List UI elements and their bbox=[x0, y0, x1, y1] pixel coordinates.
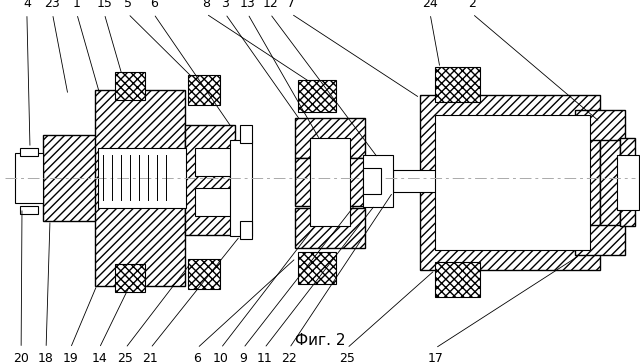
Bar bbox=[310, 138, 350, 226]
Bar bbox=[240, 221, 252, 239]
Bar bbox=[188, 75, 220, 105]
Bar bbox=[95, 90, 185, 286]
Text: 20: 20 bbox=[13, 352, 29, 362]
Text: 3: 3 bbox=[221, 0, 229, 10]
Text: 5: 5 bbox=[124, 0, 132, 10]
Bar bbox=[295, 208, 365, 248]
Bar bbox=[15, 153, 43, 203]
Text: 12: 12 bbox=[262, 0, 278, 10]
Bar bbox=[230, 140, 252, 236]
Text: 10: 10 bbox=[213, 352, 228, 362]
Text: 6: 6 bbox=[150, 0, 157, 10]
Text: 1: 1 bbox=[73, 0, 81, 10]
Bar bbox=[435, 67, 480, 102]
Bar bbox=[188, 259, 220, 289]
Bar bbox=[363, 155, 393, 207]
Bar bbox=[620, 138, 635, 226]
Text: 18: 18 bbox=[38, 352, 54, 362]
Bar bbox=[420, 95, 600, 270]
Text: 21: 21 bbox=[143, 352, 158, 362]
Text: 6: 6 bbox=[193, 352, 201, 362]
Bar bbox=[435, 262, 480, 297]
Text: 25: 25 bbox=[339, 352, 355, 362]
Text: 2: 2 bbox=[468, 0, 476, 10]
Text: 9: 9 bbox=[239, 352, 247, 362]
Text: 14: 14 bbox=[92, 352, 107, 362]
Text: 4: 4 bbox=[23, 0, 31, 10]
Bar bbox=[43, 135, 98, 221]
Bar bbox=[617, 155, 639, 210]
Bar bbox=[240, 125, 252, 143]
Bar bbox=[98, 148, 186, 208]
Text: 22: 22 bbox=[282, 352, 297, 362]
Bar bbox=[295, 158, 365, 206]
Bar bbox=[298, 252, 336, 284]
Bar bbox=[363, 168, 381, 194]
Text: 7: 7 bbox=[287, 0, 295, 10]
Text: 13: 13 bbox=[240, 0, 255, 10]
Text: Фиг. 2: Фиг. 2 bbox=[295, 333, 345, 348]
Text: 25: 25 bbox=[118, 352, 133, 362]
Bar bbox=[295, 118, 365, 158]
Text: 17: 17 bbox=[428, 352, 443, 362]
Bar bbox=[393, 170, 523, 192]
Bar bbox=[195, 148, 233, 176]
Bar bbox=[298, 80, 336, 112]
Text: 15: 15 bbox=[97, 0, 112, 10]
Text: 23: 23 bbox=[45, 0, 60, 10]
Bar bbox=[575, 110, 625, 140]
Bar bbox=[185, 125, 235, 235]
Text: 19: 19 bbox=[63, 352, 78, 362]
Bar bbox=[600, 120, 620, 245]
Bar bbox=[115, 264, 145, 292]
Bar bbox=[575, 225, 625, 255]
Text: 11: 11 bbox=[257, 352, 272, 362]
Text: 24: 24 bbox=[422, 0, 438, 10]
Bar bbox=[195, 188, 233, 216]
Bar bbox=[20, 148, 38, 156]
Bar bbox=[20, 206, 38, 214]
Text: 8: 8 bbox=[202, 0, 210, 10]
Bar bbox=[115, 72, 145, 100]
Bar bbox=[435, 115, 590, 250]
